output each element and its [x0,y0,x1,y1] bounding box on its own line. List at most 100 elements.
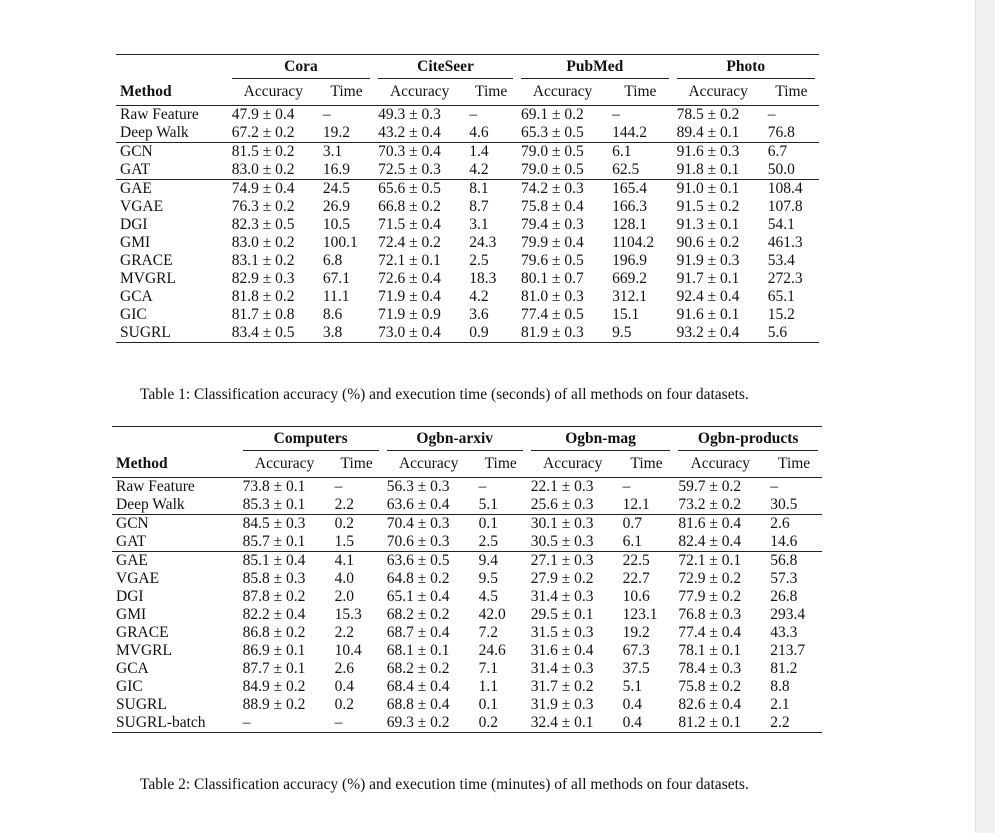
time-cell: 8.1 [465,179,517,198]
time-cell: 9.5 [608,324,673,343]
dataset-header: Computers [239,427,383,451]
time-cell: 2.2 [334,496,354,513]
accuracy-cell: 91.0 ± 0.1 [672,179,764,198]
table-row: GAT 85.7 ± 0.1 1.5 70.6 ± 0.3 2.5 30.5 ± 0.3 6… [112,533,822,552]
dataset-header: CiteSeer [374,55,517,79]
time-cell: 1.4 [465,142,517,161]
accuracy-cell: 91.8 ± 0.1 [676,161,740,178]
blank-header-cell [112,427,239,452]
accuracy-cell: 77.4 ± 0.4 [678,624,742,641]
method-cell: Deep Walk [116,496,185,513]
accuracy-cell: 70.3 ± 0.4 [374,142,466,161]
accuracy-cell: 79.0 ± 0.5 [520,161,584,178]
table-row: DGI 82.3 ± 0.5 10.5 71.5 ± 0.4 3.1 79.4 ± 0.3… [116,216,819,234]
accuracy-cell: 63.6 ± 0.5 [382,551,475,570]
accuracy-cell: 90.6 ± 0.2 [676,234,740,251]
time-cell: 3.6 [469,306,489,323]
accuracy-cell: 89.4 ± 0.1 [676,124,740,141]
accuracy-cell: 82.9 ± 0.3 [231,270,295,287]
accuracy-cell: 73.8 ± 0.1 [238,477,331,496]
accuracy-header: Accuracy [254,455,315,472]
accuracy-cell: 82.4 ± 0.4 [678,533,742,550]
method-cell: VGAE [120,198,164,215]
time-cell: 128.1 [612,216,647,233]
accuracy-cell: 31.5 ± 0.3 [530,624,594,641]
time-cell: 7.2 [478,624,498,641]
page-scrollbar[interactable] [975,0,995,833]
time-cell: – [474,477,527,496]
method-cell: GCN [112,514,239,533]
accuracy-cell: 71.5 ± 0.4 [378,216,441,233]
accuracy-cell: 43.2 ± 0.4 [378,124,441,141]
time-cell: 4.2 [469,288,489,305]
time-cell: 0.4 [622,696,643,713]
accuracy-cell: 29.5 ± 0.1 [530,606,594,623]
accuracy-cell: 31.4 ± 0.3 [530,660,594,677]
accuracy-cell: 49.3 ± 0.3 [374,105,466,124]
accuracy-cell: 77.4 ± 0.5 [520,306,584,323]
time-cell: 312.1 [612,288,647,305]
accuracy-header: Accuracy [688,83,748,100]
time-cell: 22.5 [618,551,675,570]
accuracy-cell: 81.7 ± 0.8 [231,306,295,323]
time-cell: 144.2 [612,124,647,141]
accuracy-cell: 86.9 ± 0.1 [242,642,306,659]
accuracy-cell: 91.3 ± 0.1 [676,216,740,233]
time-cell: 18.3 [469,270,497,287]
method-cell: GCA [120,288,153,305]
time-cell: 2.2 [766,714,822,733]
time-cell: 6.8 [322,252,343,269]
method-cell: GAE [116,179,228,198]
time-cell: 0.1 [474,514,527,533]
time-cell: 12.1 [622,496,650,513]
time-cell: 30.5 [770,496,798,513]
accuracy-cell: 79.4 ± 0.3 [520,216,584,233]
time-cell: 293.4 [770,606,806,623]
time-cell: 26.8 [770,588,798,605]
table-row: GAE 74.9 ± 0.4 24.5 65.6 ± 0.5 8.1 74.2 ± 0.3… [116,179,819,198]
time-cell: 24.3 [469,234,497,251]
dataset-name: Photo [676,58,815,79]
table-row: SUGRL 83.4 ± 0.5 3.8 73.0 ± 0.4 0.9 81.9 ± 0.… [116,324,819,343]
time-cell: 4.2 [469,161,489,178]
method-cell: GRACE [120,252,173,269]
dataset-header: Ogbn-arxiv [383,427,527,451]
time-cell: 10.6 [622,588,650,605]
time-cell: 15.3 [334,606,362,623]
time-cell: 15.2 [767,306,795,323]
table-row: Raw Feature 47.9 ± 0.4–49.3 ± 0.3–69.1 ± … [116,105,819,124]
time-cell: 4.6 [469,124,489,141]
time-cell: 76.8 [767,124,795,141]
accuracy-cell: 73.2 ± 0.2 [678,496,742,513]
time-cell: 24.5 [318,179,375,198]
time-cell: 9.5 [478,570,498,587]
method-cell: VGAE [116,570,160,587]
accuracy-cell: 78.1 ± 0.1 [678,642,742,659]
accuracy-cell: 81.8 ± 0.2 [231,288,295,305]
accuracy-cell: 78.4 ± 0.3 [678,660,742,677]
time-cell: – [608,105,673,124]
time-cell: 10.4 [334,642,362,659]
time-cell: – [465,105,517,124]
dataset-header: Photo [673,55,819,79]
table-row: SUGRL-batch – –69.3 ± 0.2 0.2 32.4 ± 0.1 0.4 8… [112,714,822,733]
accuracy-cell: 69.1 ± 0.2 [516,105,609,124]
time-cell: 461.3 [767,234,803,251]
accuracy-cell: 72.1 ± 0.1 [674,551,767,570]
accuracy-cell: 32.4 ± 0.1 [526,714,619,733]
time-cell: 0.9 [465,324,517,343]
accuracy-cell: 68.4 ± 0.4 [386,678,450,695]
method-header: Method [120,83,172,100]
time-cell: 669.2 [612,270,647,287]
accuracy-cell: 81.9 ± 0.3 [516,324,609,343]
accuracy-cell: 83.0 ± 0.2 [231,161,295,178]
time-cell: 15.1 [612,306,640,323]
accuracy-cell: 83.0 ± 0.2 [231,234,295,251]
table-1-caption: Table 1: Classification accuracy (%) and… [140,386,749,403]
time-cell: – [618,477,675,496]
accuracy-cell: 76.3 ± 0.2 [231,198,295,215]
accuracy-cell: 68.2 ± 0.2 [386,660,450,677]
time-header: Time [340,455,373,472]
accuracy-cell: 87.8 ± 0.2 [242,588,306,605]
time-cell: – [318,105,375,124]
